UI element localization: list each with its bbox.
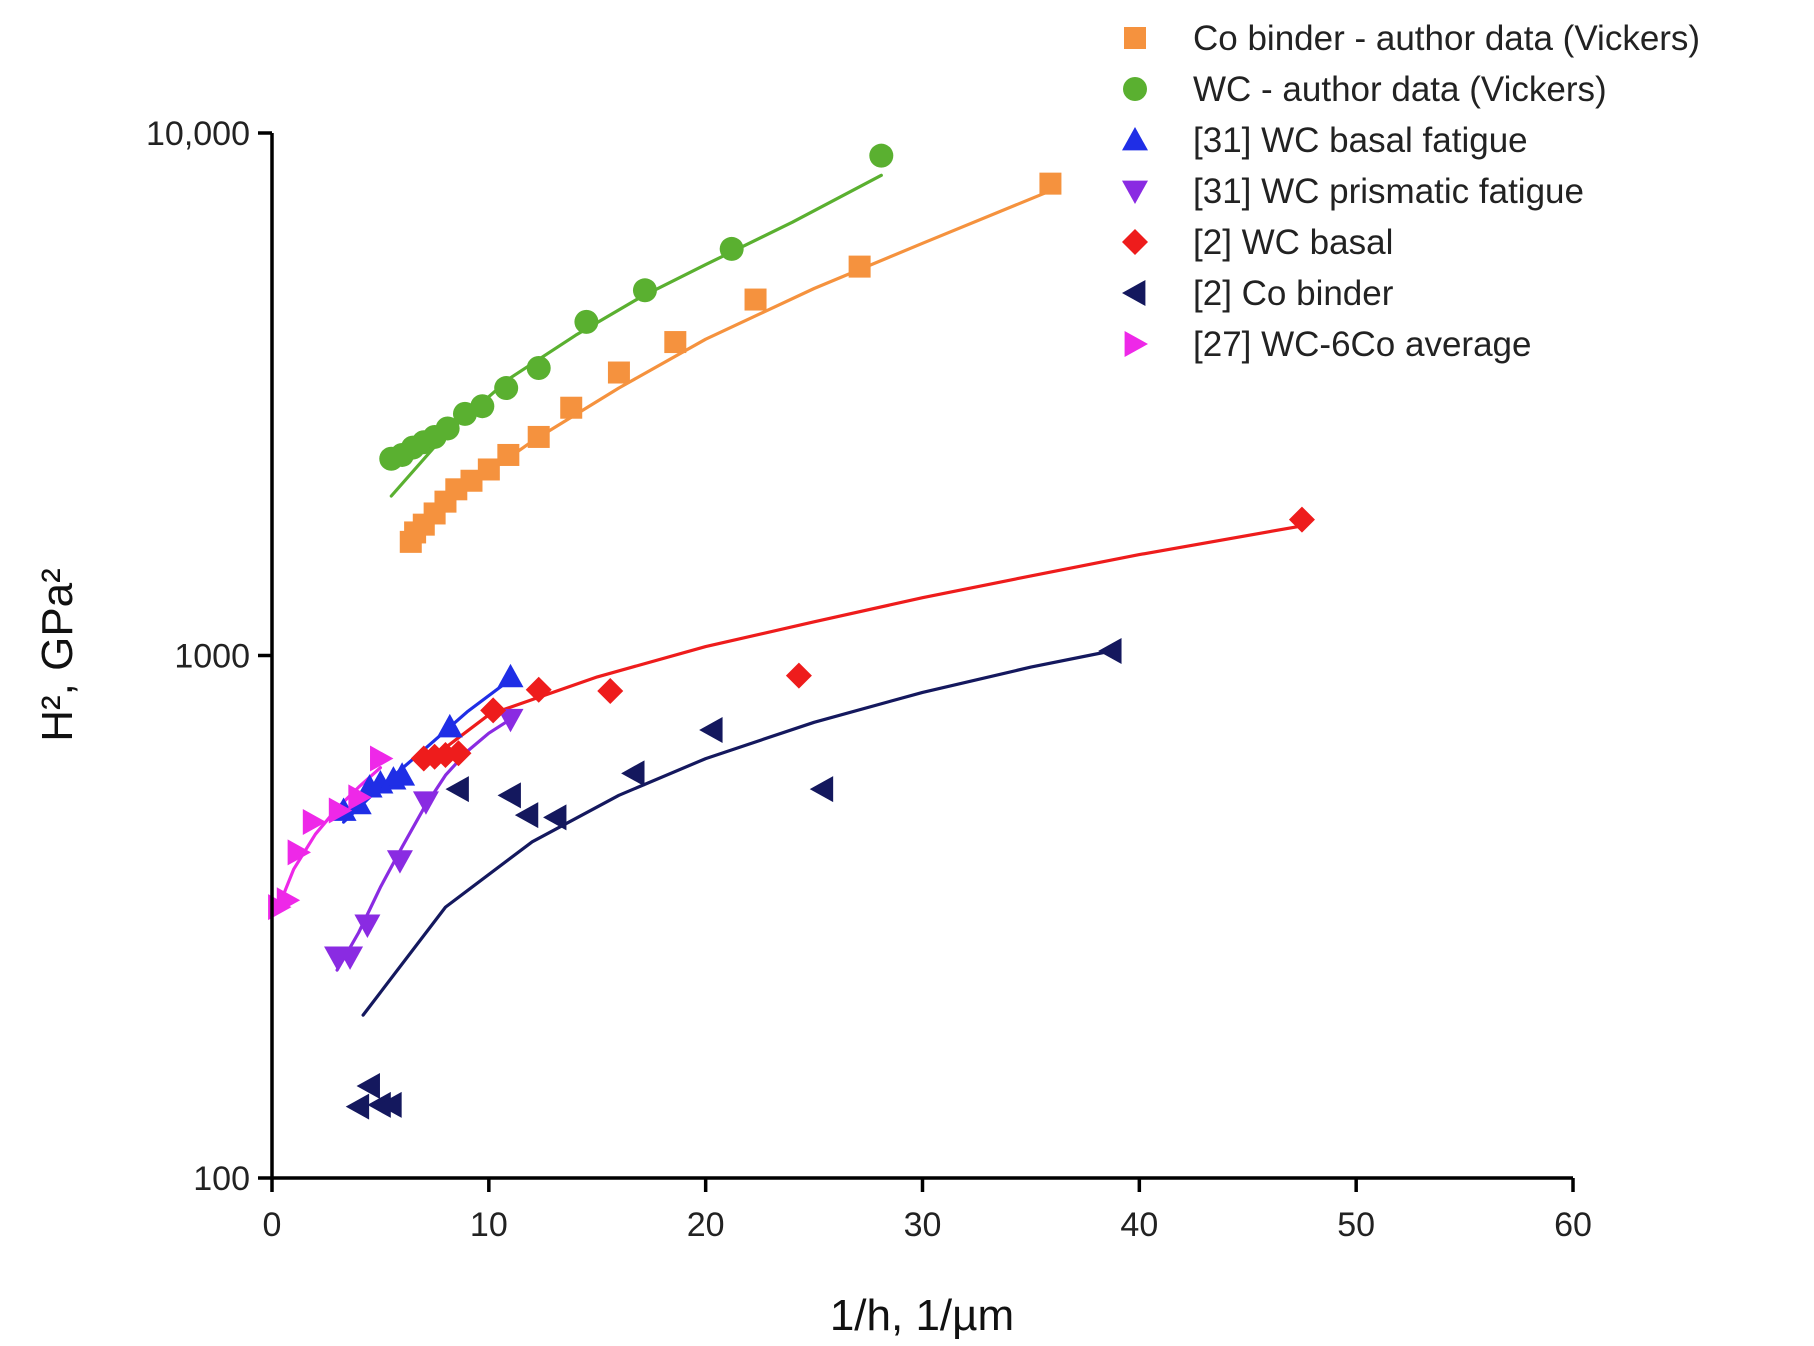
x-tick-label-30: 30 <box>904 1206 942 1244</box>
point-2-co-binder-6 <box>514 802 539 829</box>
point-2-co-binder-5 <box>497 782 521 809</box>
x-tick-label-0: 0 <box>263 1206 282 1244</box>
point-2-co-binder-3 <box>378 1091 402 1118</box>
point-co-binder-author-data-vickers-7 <box>477 458 500 481</box>
legend-marker-2-co-binder <box>1122 280 1146 306</box>
point-co-binder-author-data-vickers-13 <box>744 288 767 311</box>
point-wc-author-data-vickers-11 <box>632 278 657 303</box>
x-tick-label-50: 50 <box>1337 1206 1375 1244</box>
legend-label-wc-author-data-vickers: WC - author data (Vickers) <box>1193 70 1607 109</box>
point-co-binder-author-data-vickers-6 <box>460 469 483 492</box>
fit-curves <box>276 173 1304 1017</box>
point-27-wc-6co-average-1 <box>276 887 301 914</box>
point-2-wc-basal-5 <box>525 676 552 703</box>
y-tick-label-1000: 1000 <box>174 638 250 676</box>
point-2-wc-basal-8 <box>1288 506 1315 533</box>
legend-marker-2-wc-basal <box>1122 229 1148 255</box>
point-2-wc-basal-3 <box>445 740 472 767</box>
point-2-co-binder-8 <box>621 760 645 787</box>
point-31-wc-basal-fatigue-7 <box>497 663 524 688</box>
fit-curve-wc-author-data-vickers <box>389 173 883 498</box>
legend-label-2-co-binder: [2] Co binder <box>1193 274 1394 313</box>
point-31-wc-prismatic-fatigue-4 <box>412 791 439 815</box>
y-tick-label-10000: 10,000 <box>146 115 250 153</box>
point-co-binder-author-data-vickers-8 <box>497 443 520 466</box>
point-wc-author-data-vickers-12 <box>719 236 744 261</box>
point-wc-author-data-vickers-5 <box>435 416 460 441</box>
point-wc-author-data-vickers-13 <box>869 143 894 168</box>
x-axis-label: 1/h, 1/µm <box>830 1291 1014 1340</box>
point-co-binder-author-data-vickers-14 <box>848 255 871 278</box>
point-27-wc-6co-average-3 <box>302 809 327 836</box>
x-tick-label-20: 20 <box>687 1206 725 1244</box>
legend-label-2-wc-basal: [2] WC basal <box>1193 223 1393 262</box>
point-2-wc-basal-4 <box>480 697 507 724</box>
fit-curve-2-co-binder <box>361 649 1113 1017</box>
point-31-wc-basal-fatigue-5 <box>389 762 416 786</box>
point-31-wc-basal-fatigue-6 <box>436 713 463 738</box>
point-27-wc-6co-average-5 <box>348 784 372 811</box>
point-wc-author-data-vickers-8 <box>494 376 519 401</box>
point-co-binder-author-data-vickers-12 <box>664 331 687 354</box>
y-axis-label: H², GPa² <box>33 568 82 742</box>
point-co-binder-author-data-vickers-15 <box>1039 172 1062 195</box>
point-2-co-binder-4 <box>445 776 469 803</box>
x-tick-label-10: 10 <box>470 1206 508 1244</box>
point-2-co-binder-0 <box>345 1093 370 1120</box>
legend-marker-31-wc-basal-fatigue <box>1122 127 1148 151</box>
point-2-wc-basal-6 <box>597 678 624 705</box>
ticks: 0 10 20 30 40 50 60 100 1000 10,000 <box>146 115 1592 1244</box>
point-2-co-binder-10 <box>809 776 834 803</box>
point-wc-author-data-vickers-9 <box>526 356 551 381</box>
point-2-co-binder-11 <box>1098 638 1122 665</box>
point-co-binder-author-data-vickers-10 <box>560 396 583 419</box>
point-2-wc-basal-7 <box>785 662 812 689</box>
point-wc-author-data-vickers-7 <box>470 394 495 419</box>
legend-label-co-binder-author-data-vickers: Co binder - author data (Vickers) <box>1193 19 1700 58</box>
point-27-wc-6co-average-2 <box>287 839 312 866</box>
point-27-wc-6co-average-4 <box>328 797 353 824</box>
point-31-wc-prismatic-fatigue-3 <box>386 850 413 874</box>
x-tick-label-60: 60 <box>1554 1206 1592 1244</box>
point-27-wc-6co-average-6 <box>370 745 394 772</box>
legend-marker-31-wc-prismatic-fatigue <box>1122 180 1148 204</box>
legend: Co binder - author data (Vickers) WC - au… <box>1122 19 1700 364</box>
point-co-binder-author-data-vickers-9 <box>527 425 550 448</box>
legend-marker-co-binder-author-data-vickers <box>1124 27 1146 49</box>
legend-marker-wc-author-data-vickers <box>1123 77 1147 101</box>
fit-curve-2-wc-basal <box>422 524 1304 766</box>
legend-label-31-wc-basal-fatigue: [31] WC basal fatigue <box>1193 121 1528 160</box>
legend-label-27-wc-6co-average: [27] WC-6Co average <box>1193 325 1531 364</box>
point-2-co-binder-7 <box>543 804 567 831</box>
point-31-wc-prismatic-fatigue-1 <box>337 946 364 970</box>
point-31-wc-prismatic-fatigue-5 <box>497 708 524 733</box>
legend-marker-27-wc-6co-average <box>1124 331 1148 357</box>
data-points <box>268 143 1315 1120</box>
legend-label-31-wc-prismatic-fatigue: [31] WC prismatic fatigue <box>1193 172 1584 211</box>
y-tick-label-100: 100 <box>193 1160 250 1198</box>
point-wc-author-data-vickers-10 <box>574 309 599 334</box>
fit-curve-27-wc-6co-average <box>276 766 382 909</box>
point-2-co-binder-9 <box>699 717 723 744</box>
point-co-binder-author-data-vickers-11 <box>607 361 630 384</box>
x-tick-label-40: 40 <box>1120 1206 1158 1244</box>
point-2-co-binder-1 <box>356 1072 380 1099</box>
point-31-wc-prismatic-fatigue-2 <box>354 914 381 938</box>
